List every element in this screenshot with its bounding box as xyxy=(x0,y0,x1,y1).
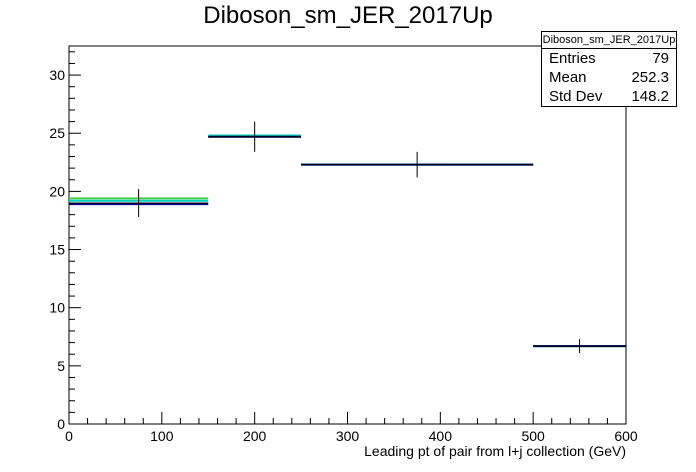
stats-stddev-value: 148.2 xyxy=(631,88,669,105)
y-tick-label: 20 xyxy=(49,183,65,199)
stats-entries-row: Entries 79 xyxy=(542,49,676,68)
stats-box: Diboson_sm_JER_2017Up Entries 79 Mean 25… xyxy=(541,31,677,107)
y-tick-label: 5 xyxy=(57,358,65,374)
y-tick-label: 0 xyxy=(57,416,65,432)
x-tick-label: 200 xyxy=(243,428,267,444)
stats-stddev-row: Std Dev 148.2 xyxy=(542,87,676,106)
stats-mean-row: Mean 252.3 xyxy=(542,68,676,87)
y-tick-label: 30 xyxy=(49,67,65,83)
histogram-bins xyxy=(69,121,626,354)
x-tick-label: 100 xyxy=(150,428,174,444)
x-axis: 0 100 200 300 400 500 600 xyxy=(65,412,638,444)
chart-title: Diboson_sm_JER_2017Up xyxy=(203,2,493,29)
y-tick-label: 25 xyxy=(49,125,65,141)
stats-mean-label: Mean xyxy=(549,69,587,86)
y-tick-label: 10 xyxy=(49,300,65,316)
x-tick-label: 0 xyxy=(65,428,73,444)
y-axis: 0 5 10 15 20 25 30 xyxy=(49,51,81,432)
stats-entries-label: Entries xyxy=(549,50,596,67)
x-tick-label: 300 xyxy=(336,428,360,444)
stats-mean-value: 252.3 xyxy=(631,69,669,86)
stats-entries-value: 79 xyxy=(652,50,669,67)
y-tick-label: 15 xyxy=(49,242,65,258)
x-tick-label: 600 xyxy=(614,428,638,444)
x-axis-label: Leading pt of pair from l+j collection (… xyxy=(364,443,626,459)
x-tick-label: 400 xyxy=(429,428,453,444)
stats-box-title: Diboson_sm_JER_2017Up xyxy=(542,32,676,49)
stats-stddev-label: Std Dev xyxy=(549,88,603,105)
x-tick-label: 500 xyxy=(521,428,545,444)
